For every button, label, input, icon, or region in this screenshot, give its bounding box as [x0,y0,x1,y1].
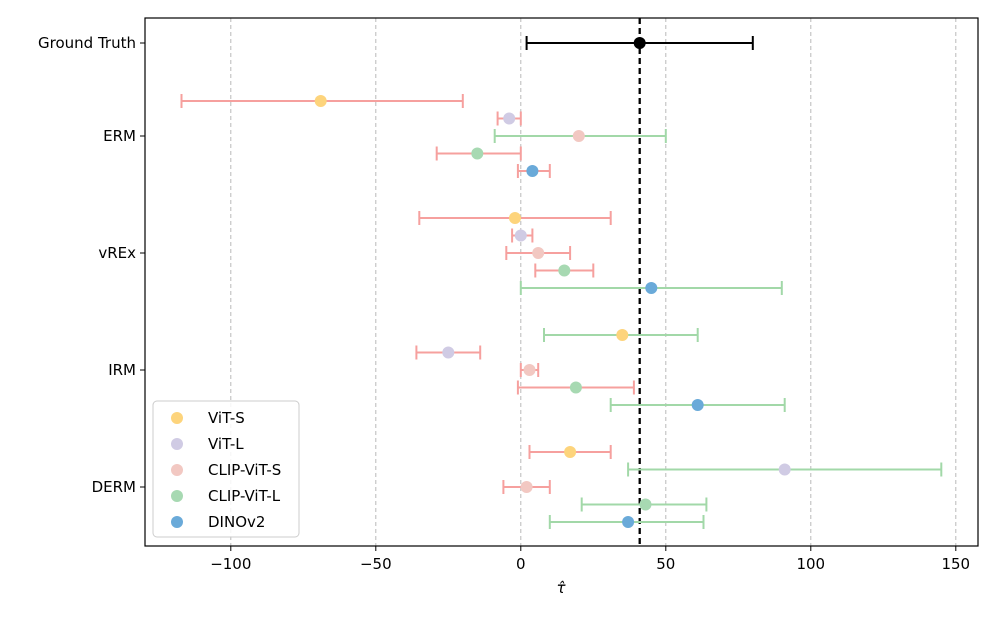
legend: ViT-S ViT-L CLIP-ViT-S CLIP-ViT-L DINOv2 [152,400,300,538]
point-vrex-clip-vit-s [532,247,545,259]
x-axis-label: τ̂ [556,579,566,597]
x-tick-label: −100 [210,555,251,573]
point-irm-vit-l [442,346,455,359]
legend-label: CLIP-ViT-S [208,461,281,479]
legend-label: ViT-S [208,409,245,427]
point-irm-clip-vit-s [523,364,536,376]
plot-frame [144,17,979,547]
point-irm-dinov2 [691,399,704,411]
legend-marker [171,516,183,528]
point-erm-clip-vit-l [471,147,484,160]
point-irm-vit-s [616,329,629,341]
legend-label: CLIP-ViT-L [208,487,281,505]
x-tick-label: 50 [656,555,675,573]
estimate-points [314,37,791,528]
legend-label: DINOv2 [208,513,265,531]
y-tick-label: DERM [92,478,136,496]
point-irm-clip-vit-l [569,381,582,394]
point-derm-vit-s [564,446,577,458]
y-tick-label: vREx [98,244,136,262]
point-erm-vit-s [314,95,327,107]
legend-box [152,400,300,538]
ground-truth-point [633,37,646,49]
x-tick-label: 150 [941,555,970,573]
point-erm-vit-l [503,112,516,125]
point-vrex-vit-s [509,212,521,224]
y-tick-label: ERM [103,127,136,145]
x-axis-ticks: −100 −50 0 50 100 150 [210,546,970,573]
point-derm-clip-vit-s [520,481,533,493]
legend-label: ViT-L [208,435,244,453]
point-derm-dinov2 [622,516,635,528]
x-tick-label: −50 [360,555,392,573]
legend-marker [171,490,183,502]
grid-lines [230,18,957,546]
point-erm-dinov2 [526,165,539,177]
x-tick-label: 100 [796,555,825,573]
legend-marker [171,464,183,476]
x-tick-label: 0 [516,555,526,573]
point-vrex-clip-vit-l [558,264,571,277]
y-tick-label: IRM [108,361,136,379]
point-vrex-dinov2 [645,282,658,294]
point-derm-vit-l [778,463,791,476]
legend-marker [171,412,183,424]
point-derm-clip-vit-l [639,498,652,511]
legend-marker [171,438,183,450]
point-vrex-vit-l [514,229,527,242]
y-tick-label: Ground Truth [38,34,136,52]
point-erm-clip-vit-s [572,130,585,142]
y-axis-ticks: Ground Truth ERM vREx IRM DERM [38,34,145,496]
